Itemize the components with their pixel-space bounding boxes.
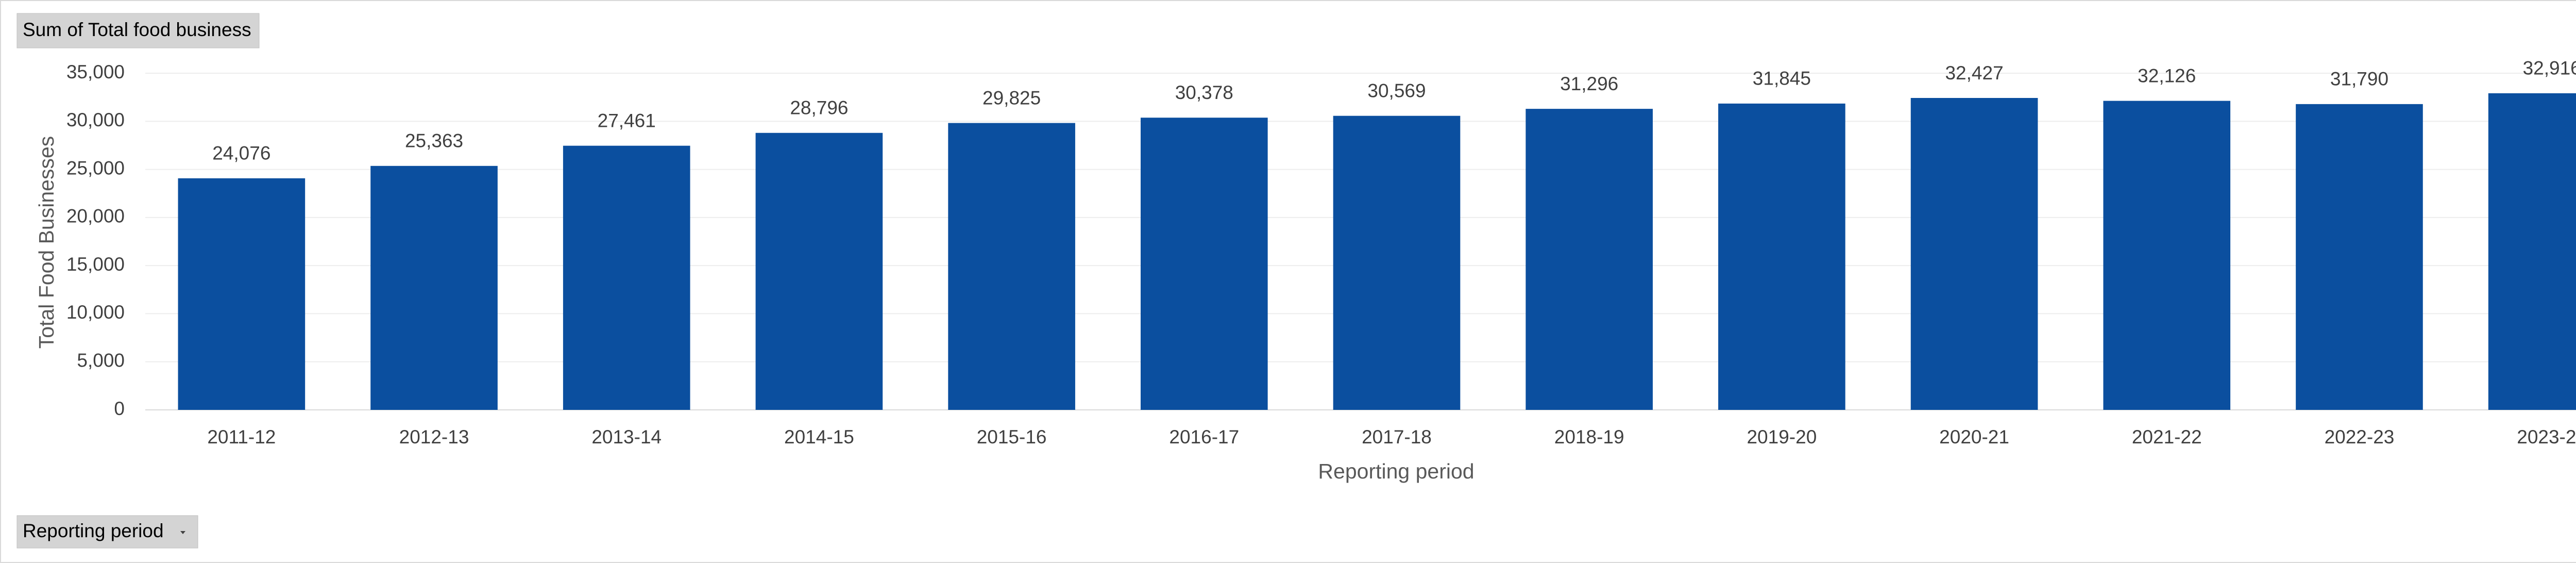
data-label: 31,845	[1753, 68, 1811, 89]
y-tick-label: 20,000	[66, 206, 125, 227]
y-tick-label: 30,000	[66, 109, 125, 130]
button-bg	[16, 13, 260, 48]
bar	[2296, 104, 2423, 410]
x-tick-label: 2014-15	[784, 426, 854, 448]
x-tick-label: 2011-12	[207, 426, 276, 448]
data-label: 31,790	[2330, 69, 2388, 90]
x-tick-label: 2022-23	[2325, 426, 2395, 448]
bar	[1526, 109, 1653, 410]
y-tick-label: 35,000	[66, 61, 125, 82]
data-label: 30,569	[1367, 80, 1426, 101]
x-tick-label: 2023-24	[2517, 426, 2576, 448]
button-label: Sum of Total food business	[23, 19, 251, 40]
bar	[1910, 98, 2038, 410]
axis-field-button[interactable]: Reporting period	[16, 515, 198, 549]
bar	[755, 133, 883, 410]
button-label: Reporting period	[23, 520, 164, 541]
y-tick-label: 0	[114, 398, 125, 419]
x-tick-label: 2012-13	[399, 426, 469, 448]
x-tick-label: 2015-16	[977, 426, 1047, 448]
x-tick-label: 2018-19	[1554, 426, 1624, 448]
bar	[2488, 93, 2576, 410]
bar	[370, 165, 498, 410]
bar	[563, 145, 690, 410]
y-tick-label: 15,000	[66, 254, 125, 275]
data-label: 31,296	[1560, 73, 1618, 94]
value-field-button[interactable]: Sum of Total food business	[16, 13, 260, 48]
data-label: 32,427	[1945, 62, 2003, 84]
x-tick-label: 2021-22	[2132, 426, 2202, 448]
y-tick-label: 10,000	[66, 302, 125, 323]
x-tick-label: 2016-17	[1169, 426, 1239, 448]
bar	[1333, 115, 1461, 410]
data-label: 32,916	[2523, 58, 2576, 79]
bar	[1140, 118, 1268, 410]
data-label: 29,825	[982, 87, 1041, 108]
data-label: 30,378	[1175, 82, 1233, 103]
data-label: 32,126	[2138, 65, 2196, 86]
data-label: 27,461	[598, 110, 656, 131]
y-axis-title: Total Food Businesses	[35, 136, 58, 349]
dropdown-arrow	[180, 531, 185, 534]
bar	[178, 178, 306, 410]
bar	[2103, 101, 2231, 410]
bar	[948, 123, 1075, 410]
x-axis-title: Reporting period	[1318, 459, 1474, 483]
data-label: 28,796	[790, 97, 848, 119]
x-tick-label: 2017-18	[1362, 426, 1432, 448]
x-tick-label: 2019-20	[1747, 426, 1817, 448]
button-bg	[16, 515, 198, 549]
y-tick-label: 5,000	[77, 350, 125, 371]
bar	[1718, 103, 1845, 410]
x-tick-label: 2013-14	[591, 426, 662, 448]
y-tick-label: 25,000	[66, 157, 125, 178]
x-tick-label: 2020-21	[1939, 426, 2009, 448]
data-label: 24,076	[212, 143, 270, 164]
data-label: 25,363	[405, 130, 463, 152]
